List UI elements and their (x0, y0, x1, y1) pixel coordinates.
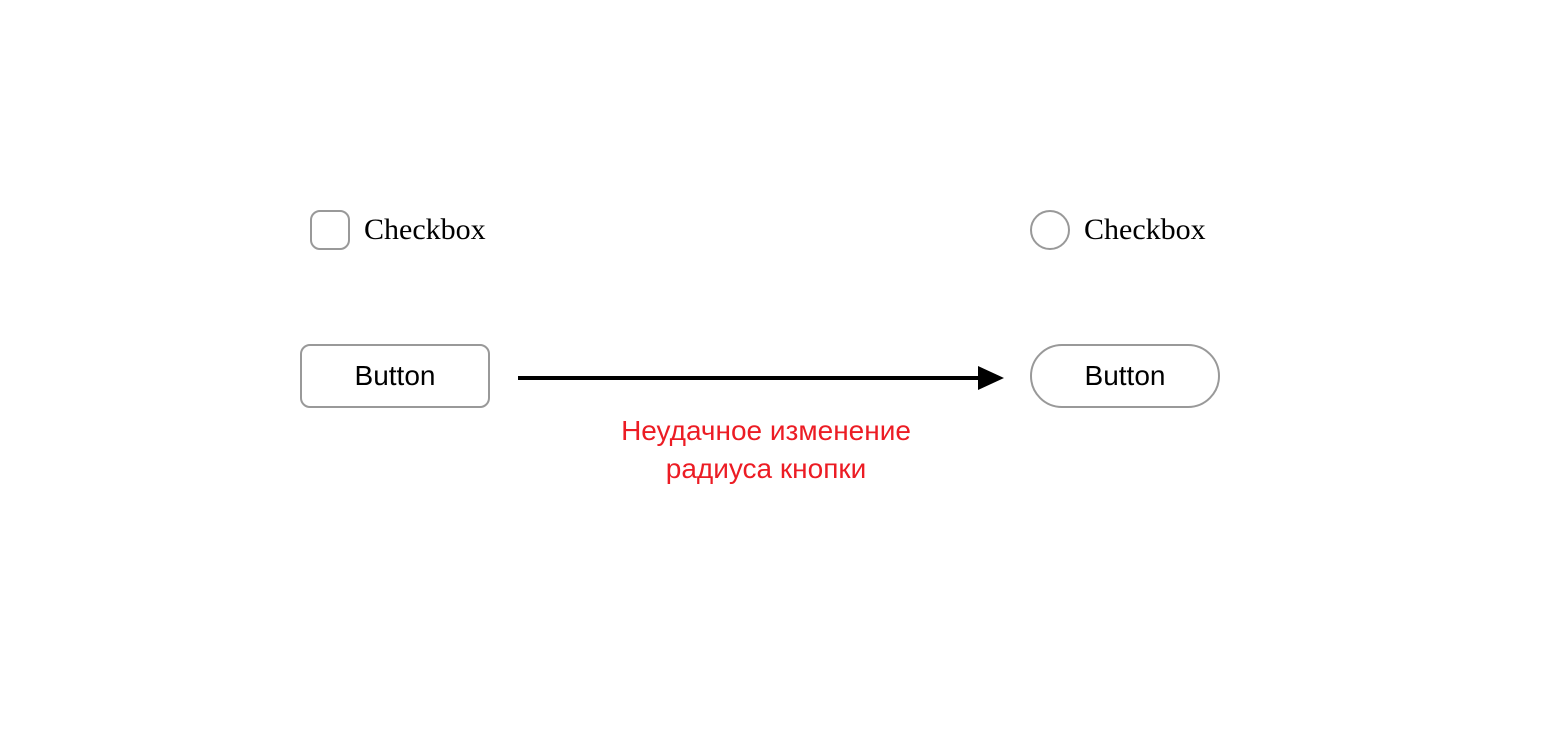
button-label: Button (1085, 360, 1166, 392)
checkbox-square[interactable] (310, 210, 350, 250)
button-after[interactable]: Button (1030, 344, 1220, 408)
arrow-icon (518, 360, 1008, 400)
checkbox-group-after: Checkbox (1030, 210, 1206, 250)
checkbox-circle[interactable] (1030, 210, 1070, 250)
caption-text: Неудачное изменение радиуса кнопки (516, 412, 1016, 488)
button-label: Button (355, 360, 436, 392)
checkbox-group-before: Checkbox (310, 210, 486, 250)
caption-line1: Неудачное изменение (621, 415, 911, 446)
checkbox-label: Checkbox (1084, 213, 1206, 247)
caption-line2: радиуса кнопки (666, 453, 867, 484)
button-before[interactable]: Button (300, 344, 490, 408)
checkbox-label: Checkbox (364, 213, 486, 247)
